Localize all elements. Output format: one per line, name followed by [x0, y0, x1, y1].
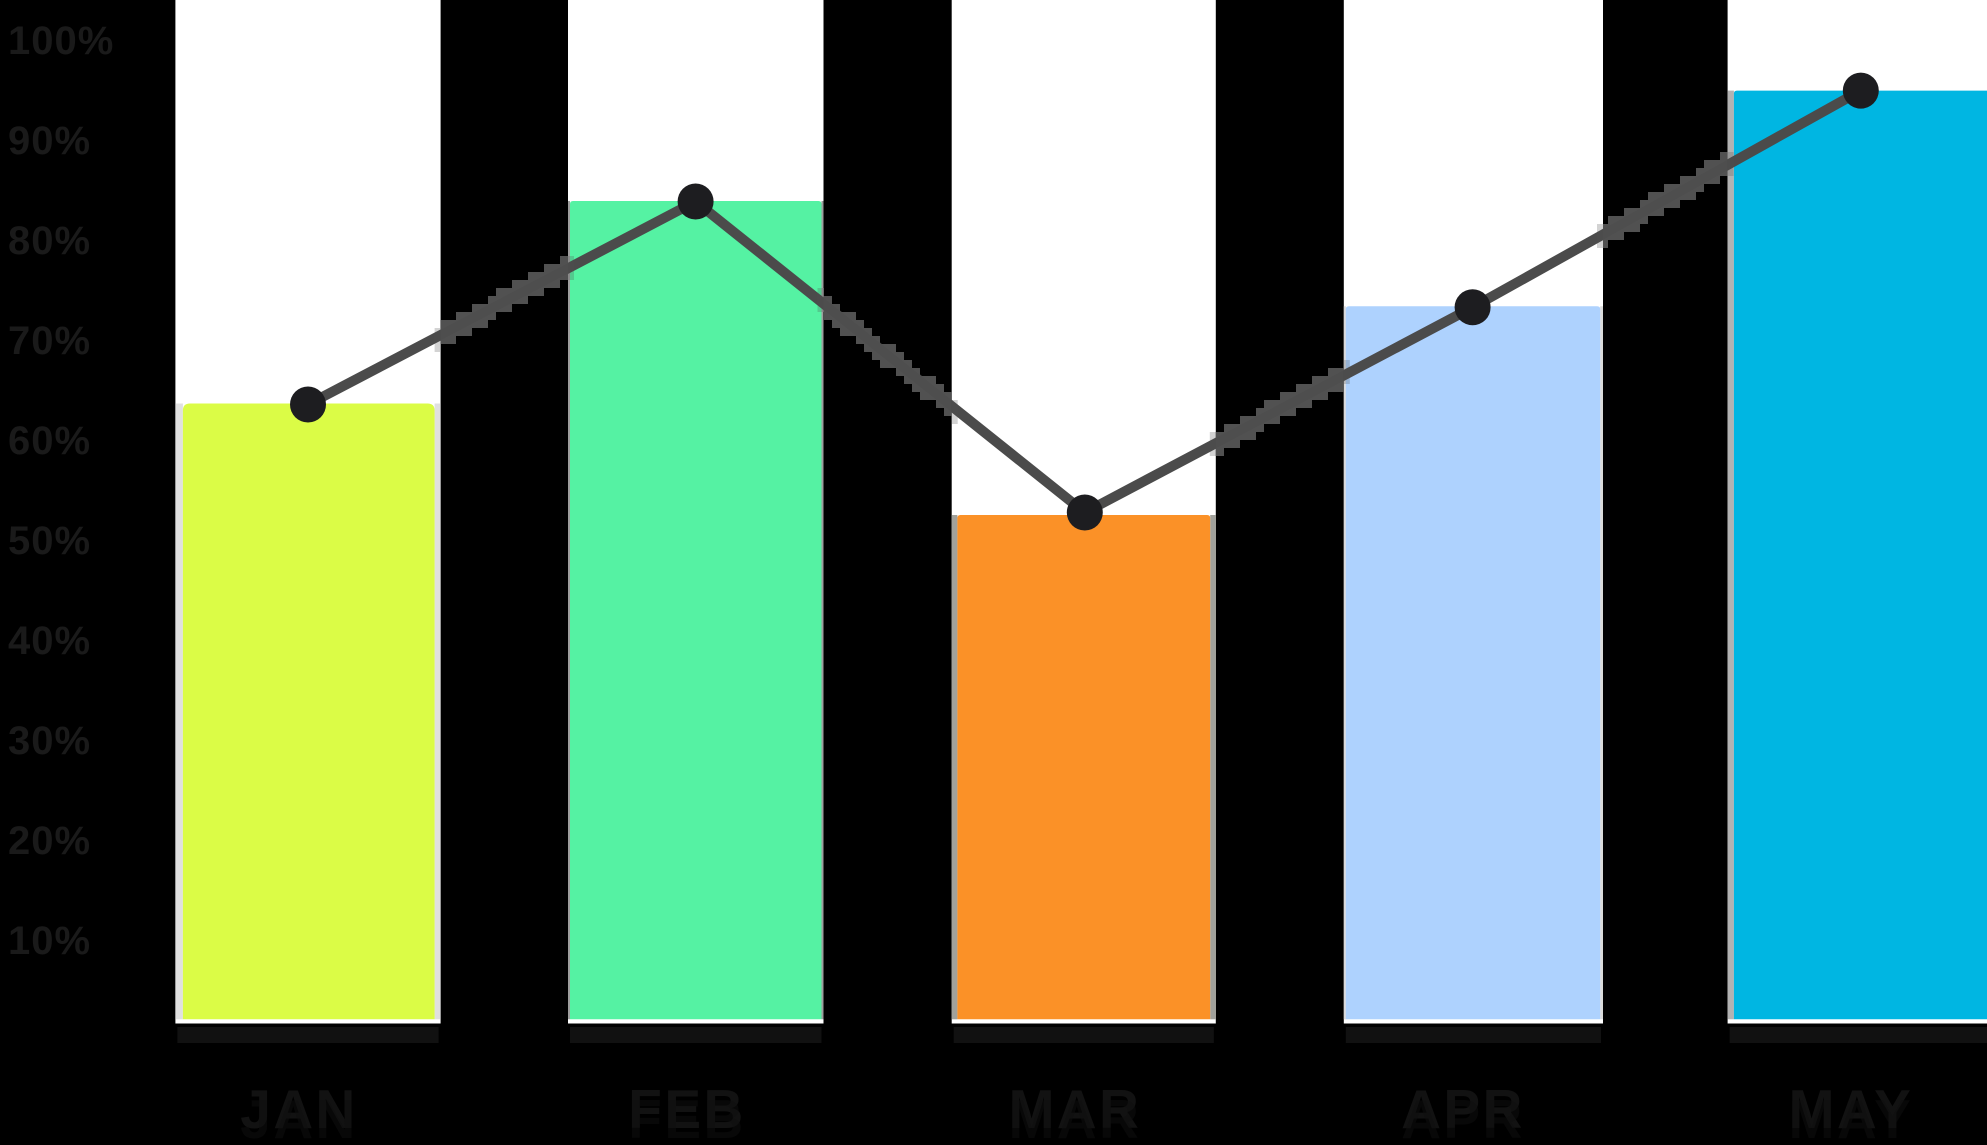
svg-text:100%: 100%	[8, 19, 114, 63]
svg-text:90%: 90%	[8, 119, 91, 163]
svg-text:JAN: JAN	[240, 1078, 358, 1140]
svg-text:80%: 80%	[8, 219, 91, 263]
svg-text:MAR: MAR	[1009, 1078, 1142, 1140]
svg-text:50%: 50%	[8, 519, 91, 563]
svg-text:20%: 20%	[8, 819, 91, 863]
svg-text:MAR: MAR	[1009, 1088, 1142, 1145]
svg-text:APR: APR	[1401, 1088, 1525, 1145]
svg-text:MAY: MAY	[1789, 1088, 1914, 1145]
svg-text:10%: 10%	[8, 919, 91, 963]
svg-text:JAN: JAN	[240, 1088, 358, 1145]
svg-text:FEB: FEB	[628, 1088, 746, 1145]
svg-text:APR: APR	[1401, 1078, 1525, 1140]
svg-text:FEB: FEB	[628, 1078, 746, 1140]
svg-text:MAY: MAY	[1789, 1078, 1914, 1140]
svg-text:60%: 60%	[8, 419, 91, 463]
svg-text:40%: 40%	[8, 619, 91, 663]
svg-text:70%: 70%	[8, 319, 91, 363]
svg-text:30%: 30%	[8, 719, 91, 763]
